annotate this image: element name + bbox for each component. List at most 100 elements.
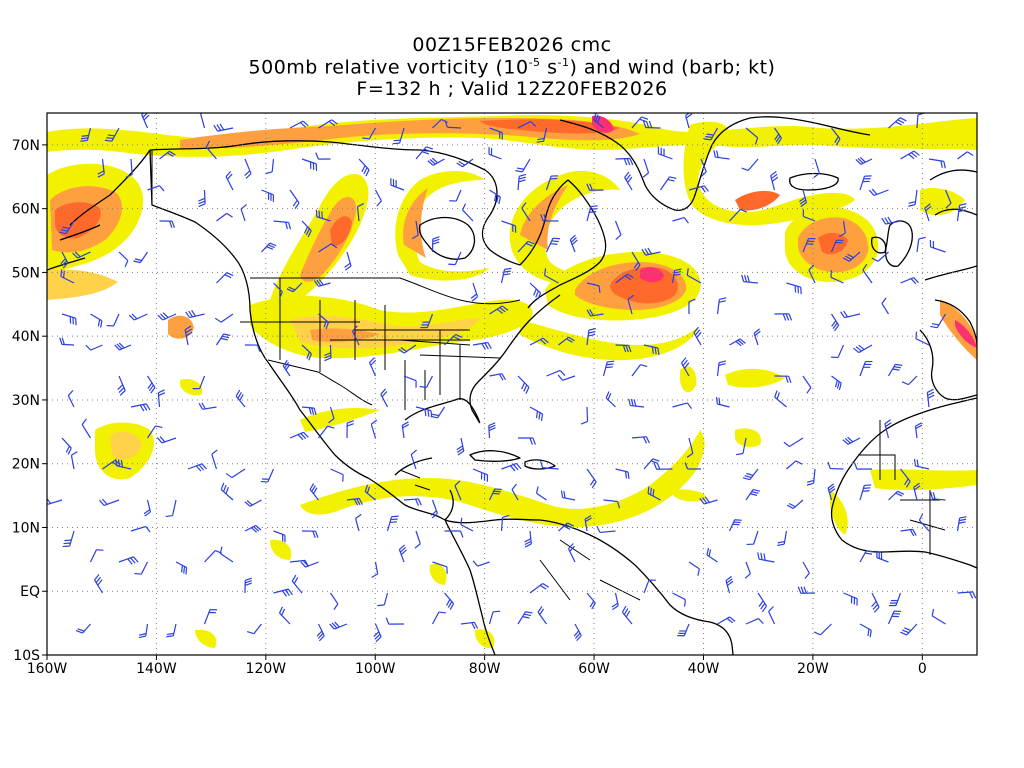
wind-barb <box>329 621 348 630</box>
wind-barb <box>615 344 632 353</box>
wind-barb <box>808 264 816 284</box>
wind-barbs <box>47 113 977 643</box>
vorticity-greenland-south-core <box>735 190 780 211</box>
wind-barb <box>611 592 619 611</box>
wind-barb <box>300 560 319 568</box>
lat-lon-grid <box>47 113 977 655</box>
wind-barb <box>545 175 559 191</box>
vorticity-greenland-south <box>683 121 855 226</box>
vorticity-pacific-40n <box>168 315 194 339</box>
wind-barb <box>260 468 275 483</box>
wind-barb <box>660 176 677 191</box>
wind-barb <box>198 189 206 208</box>
wind-barb <box>225 170 234 191</box>
wind-barb <box>166 623 177 638</box>
wind-barb <box>930 313 947 329</box>
wind-barb <box>536 127 548 143</box>
wind-barb <box>745 127 759 145</box>
wind-barb <box>374 189 382 207</box>
wind-barb <box>444 333 463 346</box>
wind-barb <box>427 157 445 166</box>
wind-barb <box>831 344 845 359</box>
wind-barb <box>216 272 234 284</box>
wind-barb <box>729 338 746 347</box>
wind-barb <box>244 344 261 352</box>
subtitle-text-b: s <box>540 56 558 79</box>
vorticity-africa-west <box>829 490 848 535</box>
vorticity-north-atlantic-max <box>818 232 848 255</box>
wind-barb <box>81 418 92 439</box>
wind-barb <box>203 609 217 625</box>
wind-barb <box>282 359 291 377</box>
wind-barb <box>672 402 693 409</box>
coast-alaska-islands <box>47 224 101 271</box>
wind-barb <box>104 127 120 142</box>
lon-tick-label: 0 <box>918 661 927 677</box>
wind-barb <box>624 171 633 191</box>
vorticity-greenland-max <box>592 115 614 133</box>
wind-barb <box>586 468 597 489</box>
wind-barb <box>286 282 303 293</box>
wind-barb <box>706 547 718 563</box>
latitude-labels: 70N 60N 50N 40N 30N 20N 10N EQ 10S <box>12 138 40 664</box>
wind-barb <box>913 482 921 501</box>
wind-barb <box>456 158 474 168</box>
wind-barb <box>318 243 338 253</box>
wind-barb <box>742 468 759 481</box>
wind-barb <box>62 530 75 548</box>
wind-barb <box>786 460 803 470</box>
lat-tick-label: 10S <box>13 648 40 664</box>
wind-barb <box>420 313 434 329</box>
wind-barb <box>301 158 318 171</box>
lat-tick-label: 40N <box>12 329 40 345</box>
vorticity-hawaii-ne-core <box>110 431 142 460</box>
wind-barb <box>614 220 622 240</box>
wind-barb <box>605 391 616 408</box>
wind-barb <box>165 499 177 518</box>
wind-barb <box>59 337 75 346</box>
vorticity-pacific-small <box>180 378 203 396</box>
coast-iceland <box>789 172 839 191</box>
wind-barb <box>204 550 222 563</box>
wind-barb <box>918 513 930 532</box>
wind-barb <box>944 189 952 209</box>
lon-tick-label: 100W <box>355 661 396 677</box>
wind-barb <box>301 406 317 415</box>
wind-barb <box>901 375 918 386</box>
wind-barb <box>913 458 930 470</box>
wind-barb <box>900 468 911 488</box>
wind-barb <box>560 490 576 501</box>
wind-barb <box>631 251 641 272</box>
vorticity-africa-coast <box>870 469 977 491</box>
wind-barb <box>517 437 536 445</box>
vorticity-subtropical-arc <box>300 430 705 528</box>
wind-barb <box>403 375 417 388</box>
wind-barb <box>61 437 72 455</box>
wind-barb <box>926 388 935 408</box>
wind-barb <box>89 549 104 563</box>
wind-barb <box>106 313 120 327</box>
vorticity-eq-c <box>195 629 217 648</box>
wind-barb <box>130 525 151 533</box>
vorticity-band-arctic-max <box>480 119 620 134</box>
wind-barb <box>586 183 604 191</box>
wind-barb <box>884 419 892 439</box>
wind-barb <box>432 561 448 574</box>
wind-barb <box>859 360 873 377</box>
plot-area <box>47 113 977 655</box>
wind-barb <box>159 150 176 160</box>
wind-barb <box>244 577 252 594</box>
wind-barb <box>643 344 660 355</box>
vorticity-hudson-arc-core <box>403 188 428 258</box>
wind-barb <box>346 497 363 506</box>
wind-barb <box>431 611 446 625</box>
wind-barb <box>461 203 474 222</box>
wind-barb <box>543 268 559 284</box>
wind-barb <box>244 524 262 533</box>
wind-barb <box>289 120 309 129</box>
wind-barb <box>472 560 490 567</box>
wind-barb <box>460 517 474 532</box>
wind-barb <box>799 189 808 208</box>
border-us-states-2 <box>330 330 470 410</box>
